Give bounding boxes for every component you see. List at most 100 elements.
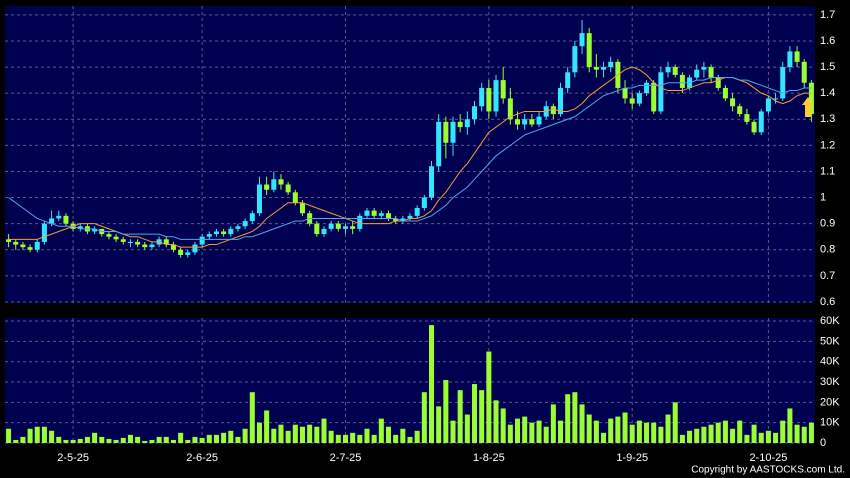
candle-body: [49, 218, 55, 224]
volume-bar: [586, 414, 592, 443]
candle-body: [787, 51, 793, 68]
volume-bar: [536, 420, 542, 443]
candle-body: [722, 87, 728, 99]
y2-tick-label: 20K: [820, 396, 840, 408]
x-tick-label: 1-9-25: [616, 452, 648, 464]
candle-body: [601, 67, 607, 70]
candle-body: [658, 72, 664, 112]
candle-body: [192, 244, 198, 253]
candle-body: [572, 46, 578, 73]
volume-bar: [364, 428, 370, 443]
y2-tick-label: 50K: [820, 335, 840, 347]
volume-bar: [565, 394, 571, 443]
volume-bar: [608, 418, 614, 443]
y2-tick-label: 10K: [820, 417, 840, 429]
volume-bar: [428, 325, 435, 443]
candle-body: [371, 210, 377, 216]
candle-body: [421, 197, 427, 209]
volume-bar: [385, 426, 392, 443]
volume-bar: [99, 436, 105, 443]
y-tick-label: 1.3: [820, 113, 835, 125]
volume-bar: [170, 439, 176, 443]
candle-body: [493, 80, 499, 112]
candle-body: [92, 228, 98, 232]
volume-bar: [77, 438, 83, 443]
volume-bar: [185, 439, 191, 443]
volume-bar: [135, 436, 141, 443]
volume-bar: [271, 428, 277, 443]
candle-body: [13, 241, 19, 245]
volume-bar: [744, 434, 750, 443]
candle-body: [335, 223, 341, 229]
volume-bar: [206, 434, 212, 443]
candle-body: [378, 213, 384, 216]
candle-body: [264, 184, 270, 190]
volume-bar: [357, 434, 363, 443]
candle-body: [586, 33, 592, 68]
candle-body: [56, 215, 62, 219]
volume-bar: [457, 390, 463, 443]
candle-body: [765, 98, 771, 112]
candle-body: [400, 218, 406, 222]
candle-body: [715, 77, 721, 88]
candle-body: [737, 106, 743, 115]
candle-body: [780, 67, 786, 99]
candle-body: [34, 241, 40, 250]
y-tick-label: 1.2: [820, 139, 835, 151]
candle-body: [278, 179, 284, 185]
volume-bar: [199, 437, 205, 443]
volume-bar: [558, 420, 564, 443]
candle-body: [436, 121, 442, 167]
volume-bar: [765, 430, 771, 443]
candle-body: [694, 69, 700, 78]
volume-bar: [773, 432, 779, 443]
volume-bar: [400, 428, 406, 443]
volume-bar: [41, 426, 47, 443]
volume-bar: [235, 436, 241, 443]
volume-bar: [522, 416, 528, 443]
candle-body: [808, 82, 814, 115]
volume-bar: [672, 402, 678, 443]
candle-body: [221, 231, 227, 235]
volume-bar: [651, 422, 657, 443]
candle-body: [106, 234, 112, 237]
volume-bar: [278, 424, 284, 443]
candle-body: [185, 252, 191, 255]
candle-body: [507, 98, 513, 120]
volume-bar: [156, 436, 162, 443]
volume-bar: [393, 434, 399, 443]
volume-bar: [679, 434, 685, 443]
y-tick-label: 1.7: [820, 9, 835, 21]
copyright: Copyright by AASTOCKS.com Ltd.: [691, 465, 845, 476]
volume-bar: [722, 420, 728, 443]
plot-layer: 0.6 0.7 0.8 0.9 1 1.1 1.2 1.3 1.4 1.5 1.6 1.7 0 10K 20…: [5, 6, 840, 464]
volume-bar: [27, 428, 33, 443]
candle-body: [794, 51, 800, 62]
moving-average-line: [8, 66, 812, 248]
candle-body: [63, 215, 69, 224]
volume-bar: [636, 420, 642, 443]
volume-bar: [13, 439, 19, 443]
candle-body: [608, 61, 614, 68]
volume-bar: [601, 432, 607, 443]
volume-bar: [443, 379, 449, 443]
x-tick-label: 2-5-25: [57, 452, 89, 464]
volume-bar: [221, 432, 227, 443]
volume-bar: [34, 426, 40, 443]
volume-bar: [192, 436, 198, 443]
candle-body: [20, 244, 26, 248]
volume-bar: [106, 438, 112, 443]
candle-body: [41, 223, 47, 242]
volume-bar: [228, 430, 234, 443]
volume-bar: [436, 406, 442, 443]
candle-body: [801, 61, 807, 83]
volume-bar: [63, 439, 69, 443]
volume-bar: [335, 434, 341, 443]
volume-bar: [342, 434, 348, 443]
volume-bar: [787, 408, 793, 443]
candle-body: [550, 106, 556, 115]
volume-bar: [6, 428, 12, 443]
x-tick-label: 1-8-25: [473, 452, 505, 464]
x-tick-label: 2-7-25: [330, 452, 362, 464]
volume-panel: [5, 318, 815, 443]
